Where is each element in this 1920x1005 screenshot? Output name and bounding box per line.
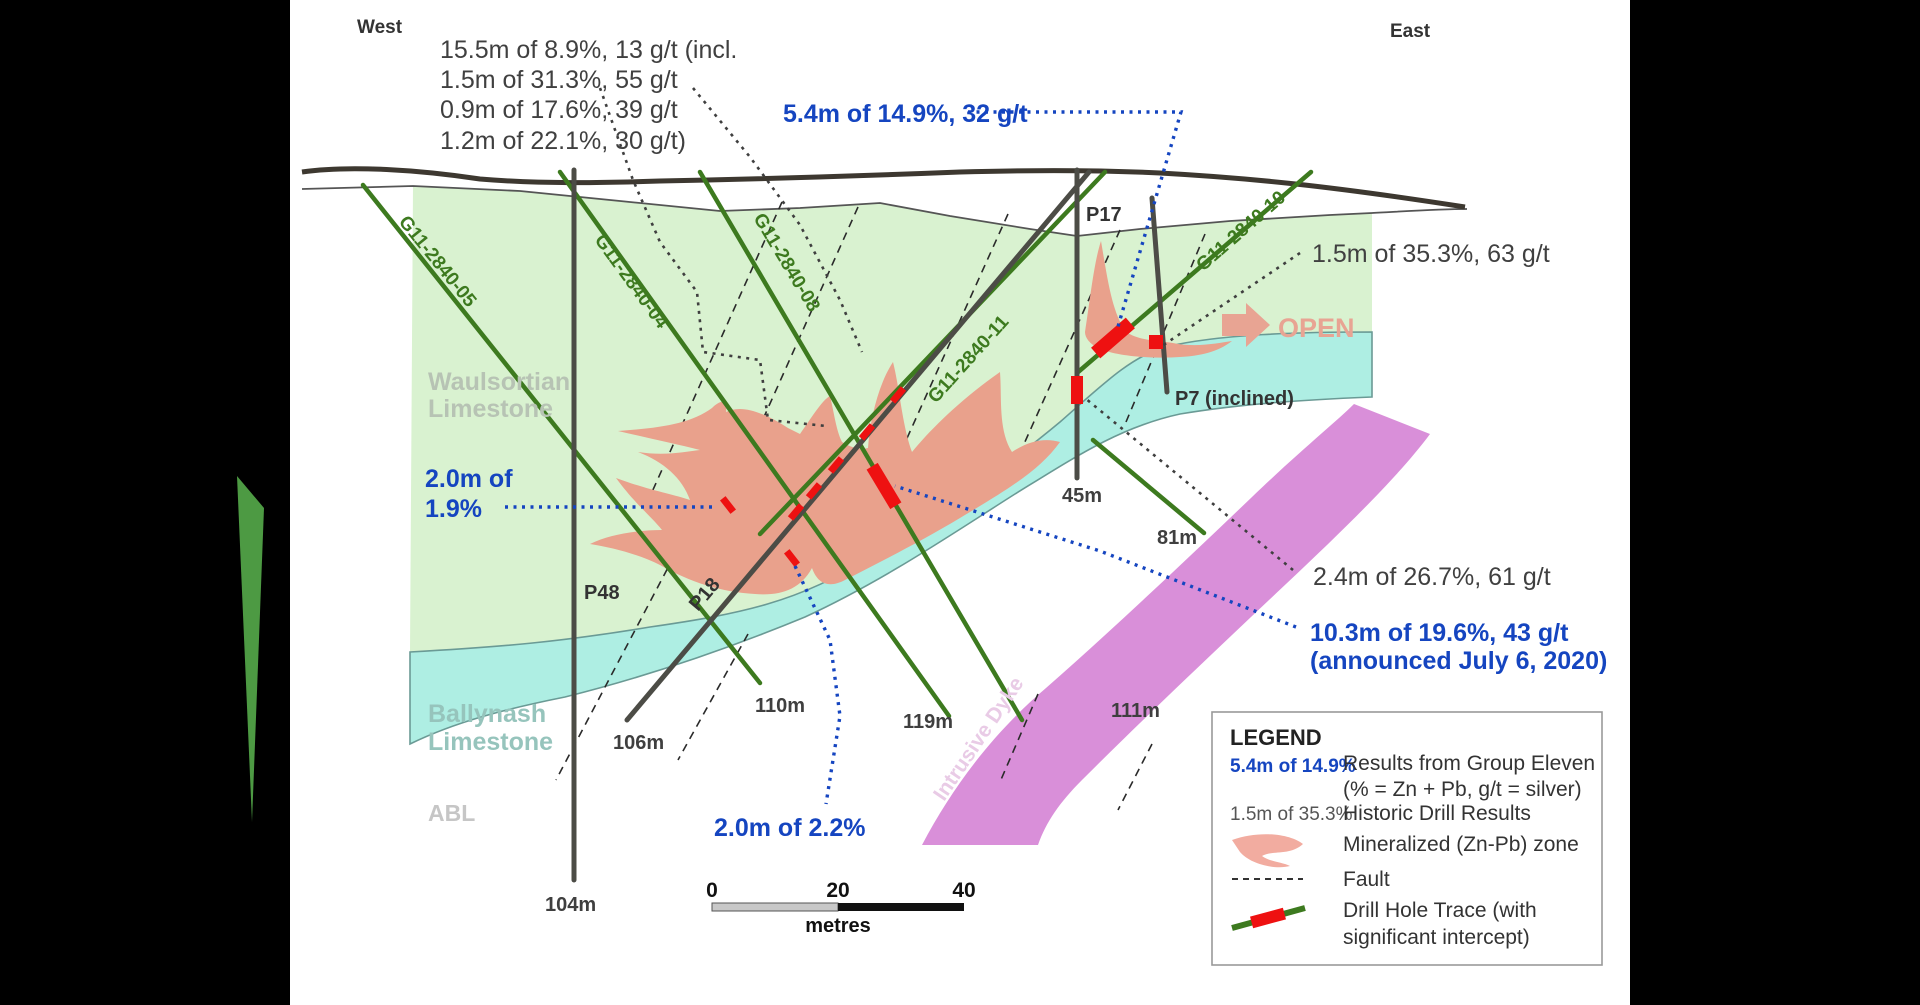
depth-label-111m: 111m bbox=[1111, 700, 1160, 722]
result-1-5m-label: 1.5m of 35.3%, 63 g/t bbox=[1312, 240, 1550, 268]
intercept-tick bbox=[787, 503, 805, 521]
topographic-surface-line bbox=[301, 166, 1466, 210]
scale-tick-0: 0 bbox=[706, 879, 718, 902]
annotation-leaders bbox=[505, 87, 1301, 805]
legend-text-fault: Fault bbox=[1343, 868, 1390, 891]
fault-line bbox=[1117, 743, 1153, 811]
legend-key-historic: 1.5m of 35.3% bbox=[1230, 804, 1353, 825]
fault-line bbox=[857, 213, 1009, 548]
fault-line bbox=[555, 506, 701, 781]
ballynash-label-1: Ballynash bbox=[428, 700, 546, 728]
compass-west-label: West bbox=[357, 17, 403, 38]
intercept-block-10-3m bbox=[866, 462, 902, 510]
legend-text-group-eleven-1: Results from Group Eleven bbox=[1343, 752, 1595, 775]
intercept-square-p7 bbox=[1149, 335, 1163, 349]
intercept-block-p17 bbox=[1071, 376, 1083, 404]
scale-tick-20: 20 bbox=[826, 879, 849, 902]
drillhole-label-p7: P7 (inclined) bbox=[1175, 388, 1294, 410]
intercept-tick bbox=[858, 423, 876, 441]
drillhole-tail-81m bbox=[1090, 437, 1207, 536]
included-results-annotation: 15.5m of 8.9%, 13 g/t (incl. 1.5m of 31.… bbox=[440, 36, 737, 155]
ballynash-limestone-unit bbox=[409, 331, 1373, 746]
ballynash-label-2: Limestone bbox=[428, 728, 553, 756]
intercept-tick bbox=[720, 496, 736, 514]
legend-text-mineralized: Mineralized (Zn-Pb) zone bbox=[1343, 833, 1579, 856]
drillhole-g11-2840-11 bbox=[757, 169, 1108, 537]
scale-bar-right-half bbox=[838, 903, 964, 911]
intercept-tick bbox=[827, 456, 845, 474]
drillhole-label-p17: P17 bbox=[1086, 204, 1122, 226]
scale-bar-left-half bbox=[711, 902, 839, 912]
leader-10-3m bbox=[894, 484, 1297, 629]
annotation-line: 0.9m of 17.6%, 39 g/t bbox=[440, 96, 678, 124]
legend-intercept-icon bbox=[1250, 907, 1286, 929]
drillhole-p18 bbox=[624, 169, 1092, 723]
open-direction-arrow-icon bbox=[1222, 303, 1270, 347]
drillhole-label-p48: P48 bbox=[584, 582, 620, 604]
scale-tick-40: 40 bbox=[952, 879, 975, 902]
historic-drill-traces bbox=[571, 167, 1170, 883]
result-2-0m-1-9-label-1: 2.0m of bbox=[425, 465, 513, 493]
open-label: OPEN bbox=[1278, 313, 1355, 343]
leader-2-4m bbox=[1084, 396, 1294, 572]
depth-label-106m: 106m bbox=[613, 732, 664, 754]
slide-edge-green-wedge bbox=[237, 476, 264, 822]
result-10-3m-sub-label: (announced July 6, 2020) bbox=[1310, 647, 1607, 675]
leader-1-5m bbox=[1161, 251, 1301, 348]
legend-key-group-eleven: 5.4m of 14.9% bbox=[1230, 756, 1356, 777]
waulsortian-label-2: Limestone bbox=[428, 395, 553, 423]
significant-intercepts bbox=[720, 317, 1163, 567]
mineralized-zone-main bbox=[590, 362, 1060, 595]
depth-label-104m: 104m bbox=[545, 894, 596, 916]
legend-mineralized-zone-icon bbox=[1232, 834, 1303, 868]
legend-text-group-eleven-2: (% = Zn + Pb, g/t = silver) bbox=[1343, 778, 1582, 801]
result-2-0m-1-9-label-2: 1.9% bbox=[425, 495, 482, 523]
legend-text-drill-trace-1: Drill Hole Trace (with bbox=[1343, 899, 1537, 922]
leader-2-0m-2-2 bbox=[793, 565, 842, 805]
leader-5-4m bbox=[968, 110, 1184, 331]
scale-bar: 0 20 40 metres bbox=[706, 879, 976, 937]
legend-title: LEGEND bbox=[1230, 725, 1322, 750]
compass-east-label: East bbox=[1390, 21, 1431, 42]
depth-label-81m: 81m bbox=[1157, 527, 1197, 549]
drillhole-g11-2840-05 bbox=[360, 182, 763, 686]
intercept-tick bbox=[889, 386, 907, 404]
fault-line bbox=[677, 633, 749, 761]
overburden-base-line bbox=[301, 185, 1468, 237]
legend-text-drill-trace-2: significant intercept) bbox=[1343, 926, 1530, 949]
annotation-line: 15.5m of 8.9%, 13 g/t (incl. bbox=[440, 36, 737, 64]
fault-line bbox=[651, 201, 783, 493]
fault-line bbox=[1125, 233, 1206, 423]
depth-label-45m: 45m bbox=[1062, 485, 1102, 507]
result-5-4m-label: 5.4m of 14.9%, 32 g/t bbox=[783, 100, 1028, 128]
legend-box: LEGEND 5.4m of 14.9% Results from Group … bbox=[1211, 711, 1603, 966]
intercept-block-5-4m bbox=[1091, 317, 1135, 359]
result-2-0m-2-2-label: 2.0m of 2.2% bbox=[714, 814, 865, 842]
intercept-tick bbox=[784, 549, 800, 567]
annotation-line: 1.2m of 22.1%, 30 g/t) bbox=[440, 127, 686, 155]
legend-text-historic: Historic Drill Results bbox=[1343, 802, 1531, 825]
leader-incl-block-b bbox=[691, 87, 864, 353]
scale-unit-label: metres bbox=[805, 915, 871, 937]
annotation-line: 1.5m of 31.3%, 55 g/t bbox=[440, 66, 678, 94]
depth-label-110m: 110m bbox=[755, 695, 805, 717]
waulsortian-label-1: Waulsortian bbox=[428, 368, 570, 396]
leader-incl-block-a bbox=[598, 87, 827, 428]
intercept-tick bbox=[805, 482, 823, 500]
intrusive-dyke-unit bbox=[922, 404, 1430, 845]
depth-label-119m: 119m bbox=[903, 711, 953, 733]
result-2-4m-label: 2.4m of 26.7%, 61 g/t bbox=[1313, 563, 1551, 591]
drillhole-g11-2840-04 bbox=[557, 169, 952, 719]
drillhole-p7 bbox=[1149, 195, 1170, 395]
abl-label: ABL bbox=[428, 800, 475, 826]
fault-line bbox=[999, 693, 1039, 783]
result-10-3m-label: 10.3m of 19.6%, 43 g/t bbox=[1310, 619, 1569, 647]
